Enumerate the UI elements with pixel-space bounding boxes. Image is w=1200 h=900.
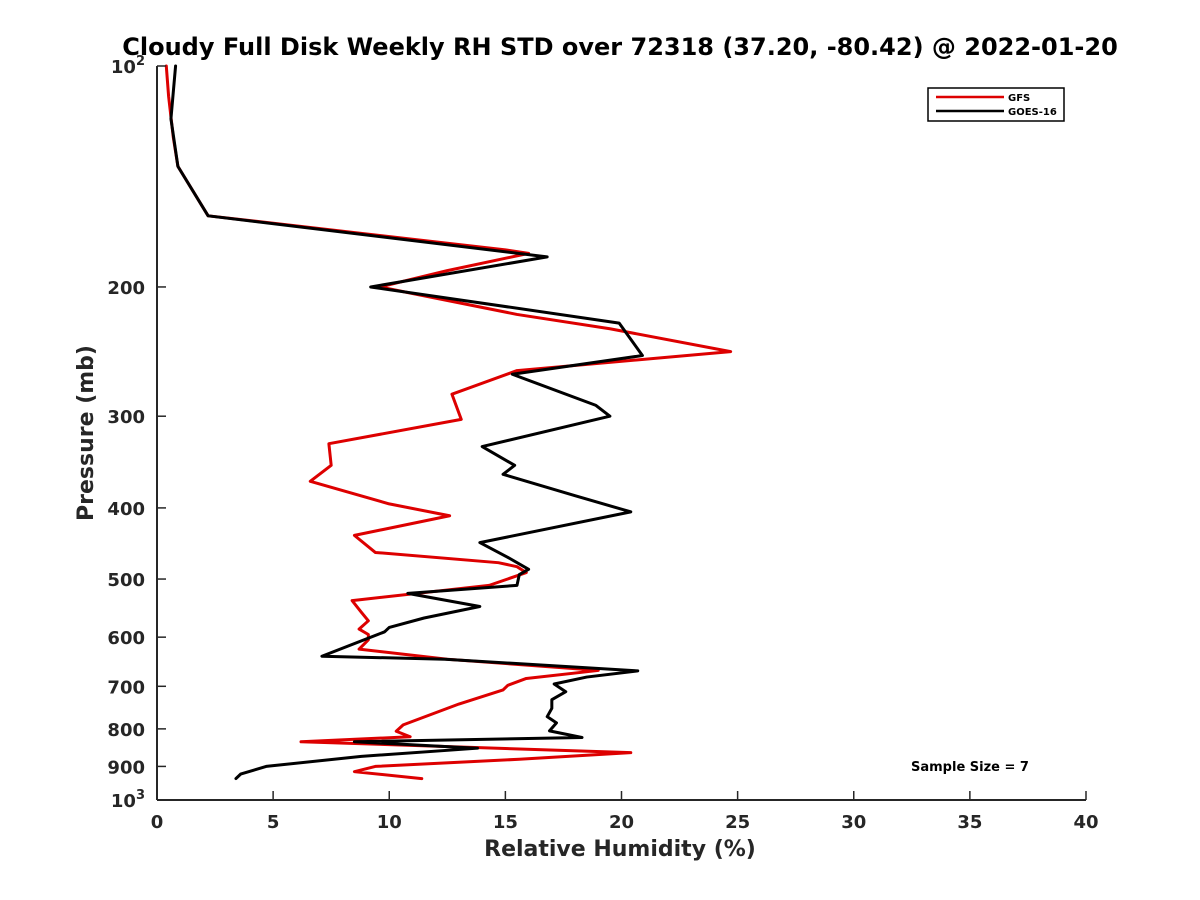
y-tick-label-900: 900 [107, 757, 145, 778]
y-tick-label-300: 300 [107, 407, 145, 428]
x-axis-title: Relative Humidity (%) [484, 837, 756, 862]
x-tick-label-40: 40 [1073, 812, 1098, 833]
x-tick-label-30: 30 [841, 812, 866, 833]
legend-box [927, 87, 1065, 122]
y-tick-label-200: 200 [107, 278, 145, 299]
series-layer [164, 64, 733, 781]
axes-layer: 0 5 10 15 20 25 30 35 40 102 200 300 400 500 600 700 800… [107, 54, 1098, 833]
legend-label-gfs: GFS [1008, 93, 1030, 104]
x-tick-label-20: 20 [609, 812, 634, 833]
y-axis-title: Pressure (mb) [74, 345, 99, 521]
x-tick-label-25: 25 [725, 812, 750, 833]
y-tick-label-500: 500 [107, 570, 145, 591]
legend-label-goes-16: GOES-16 [1008, 107, 1057, 118]
x-tick-label-35: 35 [957, 812, 982, 833]
y-tick-label-600: 600 [107, 628, 145, 649]
sample-size-annotation: Sample Size = 7 [911, 760, 1029, 775]
y-tick-label-1000: 103 [111, 788, 145, 812]
x-tick-label-10: 10 [377, 812, 402, 833]
y-tick-label-700: 700 [107, 677, 145, 698]
x-tick-label-15: 15 [493, 812, 518, 833]
y-tick-label-400: 400 [107, 499, 145, 520]
series-line-goes-16 [169, 64, 644, 781]
x-tick-label-0: 0 [151, 812, 164, 833]
legend: GFS GOES-16 [927, 87, 1065, 122]
series-line-gfs [164, 64, 733, 781]
y-tick-label-100: 102 [111, 54, 145, 78]
text-layer: Cloudy Full Disk Weekly RH STD over 7231… [74, 33, 1118, 862]
x-tick-label-5: 5 [267, 812, 280, 833]
chart-title: Cloudy Full Disk Weekly RH STD over 7231… [122, 33, 1118, 61]
y-tick-label-800: 800 [107, 720, 145, 741]
